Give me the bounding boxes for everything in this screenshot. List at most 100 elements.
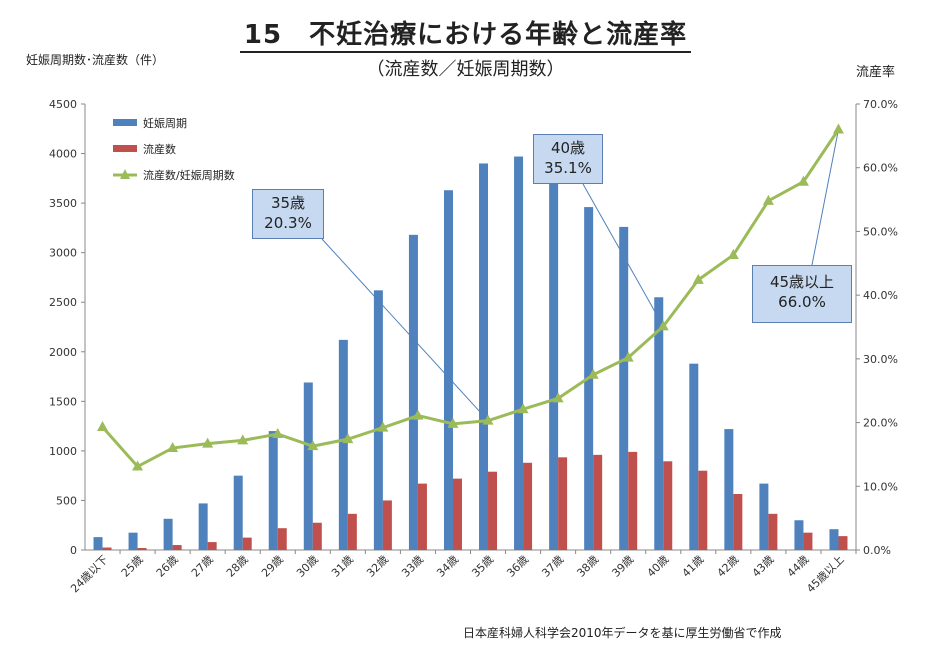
bar-pregnancy-cycles — [268, 431, 278, 550]
x-tick-label: 42歳 — [715, 553, 742, 580]
bar-miscarriages — [207, 542, 217, 550]
bar-miscarriages — [803, 532, 813, 550]
y-axis-label-left: 妊娠周期数･流産数（件） — [26, 53, 165, 67]
legend-swatch-pregnancy — [113, 119, 137, 126]
bar-miscarriages — [698, 470, 708, 550]
y-tick-left-label: 1000 — [49, 445, 77, 458]
bar-pregnancy-cycles — [93, 537, 103, 550]
marker-miscarriage-rate — [587, 368, 599, 379]
bar-miscarriages — [628, 451, 638, 550]
y-tick-left-label: 4500 — [49, 98, 77, 111]
bar-pregnancy-cycles — [724, 429, 734, 550]
marker-miscarriage-rate — [97, 421, 109, 432]
x-tick-label: 39歳 — [609, 553, 636, 580]
x-tick-label: 30歳 — [294, 553, 321, 580]
callout-35-age: 35歳 — [270, 194, 306, 212]
y-tick-right-label: 60.0% — [863, 162, 898, 175]
marker-miscarriage-rate — [272, 428, 284, 439]
x-tick-label: 26歳 — [154, 553, 181, 580]
bar-miscarriages — [733, 494, 743, 550]
x-tick-label: 32歳 — [364, 553, 391, 580]
bar-pregnancy-cycles — [619, 226, 629, 551]
marker-miscarriage-rate — [762, 194, 774, 205]
y-tick-right-label: 40.0% — [863, 289, 898, 302]
callout-40-age: 40歳 — [550, 139, 586, 157]
y-tick-right-label: 50.0% — [863, 225, 898, 238]
marker-miscarriage-rate — [167, 442, 179, 453]
bar-pregnancy-cycles — [408, 234, 418, 550]
legend-label-pregnancy: 妊娠周期 — [143, 116, 187, 130]
marker-miscarriage-rate — [657, 320, 669, 331]
marker-miscarriage-rate — [552, 392, 564, 403]
marker-miscarriage-rate — [692, 273, 704, 284]
callout-40-rate: 35.1% — [544, 159, 592, 177]
bar-pregnancy-cycles — [163, 518, 173, 550]
bar-pregnancy-cycles — [549, 179, 559, 550]
y-tick-left-label: 3500 — [49, 197, 77, 210]
x-tick-label: 36歳 — [504, 553, 531, 580]
y-tick-right-label: 30.0% — [863, 353, 898, 366]
source-note: 日本産科婦人科学会2010年データを基に厚生労働省で作成 — [463, 626, 782, 640]
marker-miscarriage-rate — [307, 440, 319, 451]
callout-40: 40歳 35.1% — [533, 134, 603, 184]
marker-miscarriage-rate — [482, 414, 494, 425]
bar-pregnancy-cycles — [689, 363, 699, 550]
x-tick-label: 45歳以上 — [804, 553, 846, 595]
bar-miscarriages — [593, 454, 603, 550]
marker-miscarriage-rate — [412, 409, 424, 420]
callout-45: 45歳以上 66.0% — [752, 265, 852, 323]
bar-miscarriages — [768, 513, 778, 550]
y-tick-left-label: 3000 — [49, 247, 77, 260]
y-tick-right-label: 70.0% — [863, 98, 898, 111]
bar-miscarriages — [242, 537, 252, 550]
x-tick-label: 41歳 — [680, 553, 707, 580]
callout-45-rate: 66.0% — [778, 293, 826, 311]
bar-pregnancy-cycles — [303, 382, 313, 550]
bar-miscarriages — [137, 548, 147, 550]
marker-miscarriage-rate — [132, 460, 144, 471]
bar-miscarriages — [523, 462, 533, 550]
bar-pregnancy-cycles — [654, 297, 664, 550]
legend-label-rate: 流産数/妊娠周期数 — [143, 168, 235, 182]
bar-miscarriages — [277, 528, 287, 550]
legend-label-miscarriage: 流産数 — [143, 142, 176, 156]
bar-pregnancy-cycles — [759, 483, 769, 550]
y-tick-left-label: 500 — [56, 494, 77, 507]
x-tick-label: 40歳 — [645, 553, 672, 580]
bar-miscarriages — [172, 545, 182, 550]
callout-35: 35歳 20.3% — [252, 189, 324, 239]
chart-subtitle: （流産数／妊娠周期数） — [366, 59, 565, 80]
bar-pregnancy-cycles — [479, 163, 489, 550]
bar-miscarriages — [347, 513, 357, 550]
x-tick-label: 29歳 — [259, 553, 286, 580]
bar-miscarriages — [663, 461, 673, 550]
bar-pregnancy-cycles — [514, 156, 524, 551]
x-tick-label: 25歳 — [119, 553, 146, 580]
x-tick-label: 24歳以下 — [68, 553, 110, 595]
legend-swatch-miscarriage — [113, 145, 137, 152]
y-tick-right-label: 10.0% — [863, 480, 898, 493]
marker-miscarriage-rate — [517, 403, 529, 414]
x-tick-label: 35歳 — [469, 553, 496, 580]
y-tick-left-label: 4000 — [49, 148, 77, 161]
legend-marker-rate — [120, 169, 130, 179]
marker-miscarriage-rate — [622, 351, 634, 362]
chart-title: 15 不妊治療における年齢と流産率 — [0, 14, 931, 53]
y-tick-right-label: 20.0% — [863, 417, 898, 430]
x-tick-label: 33歳 — [399, 553, 426, 580]
x-tick-label: 38歳 — [574, 553, 601, 580]
bar-miscarriages — [417, 483, 427, 550]
bar-miscarriages — [488, 471, 498, 550]
bar-pregnancy-cycles — [373, 290, 383, 550]
bar-pregnancy-cycles — [233, 475, 243, 550]
x-tick-label: 34歳 — [434, 553, 461, 580]
marker-miscarriage-rate — [202, 437, 214, 448]
bar-pregnancy-cycles — [794, 520, 804, 550]
bar-pregnancy-cycles — [338, 339, 348, 550]
callout-leader-line — [811, 129, 839, 266]
line-miscarriage-rate — [101, 128, 840, 469]
x-tick-label: 31歳 — [329, 553, 356, 580]
x-tick-label: 37歳 — [539, 553, 566, 580]
marker-miscarriage-rate — [832, 123, 844, 134]
